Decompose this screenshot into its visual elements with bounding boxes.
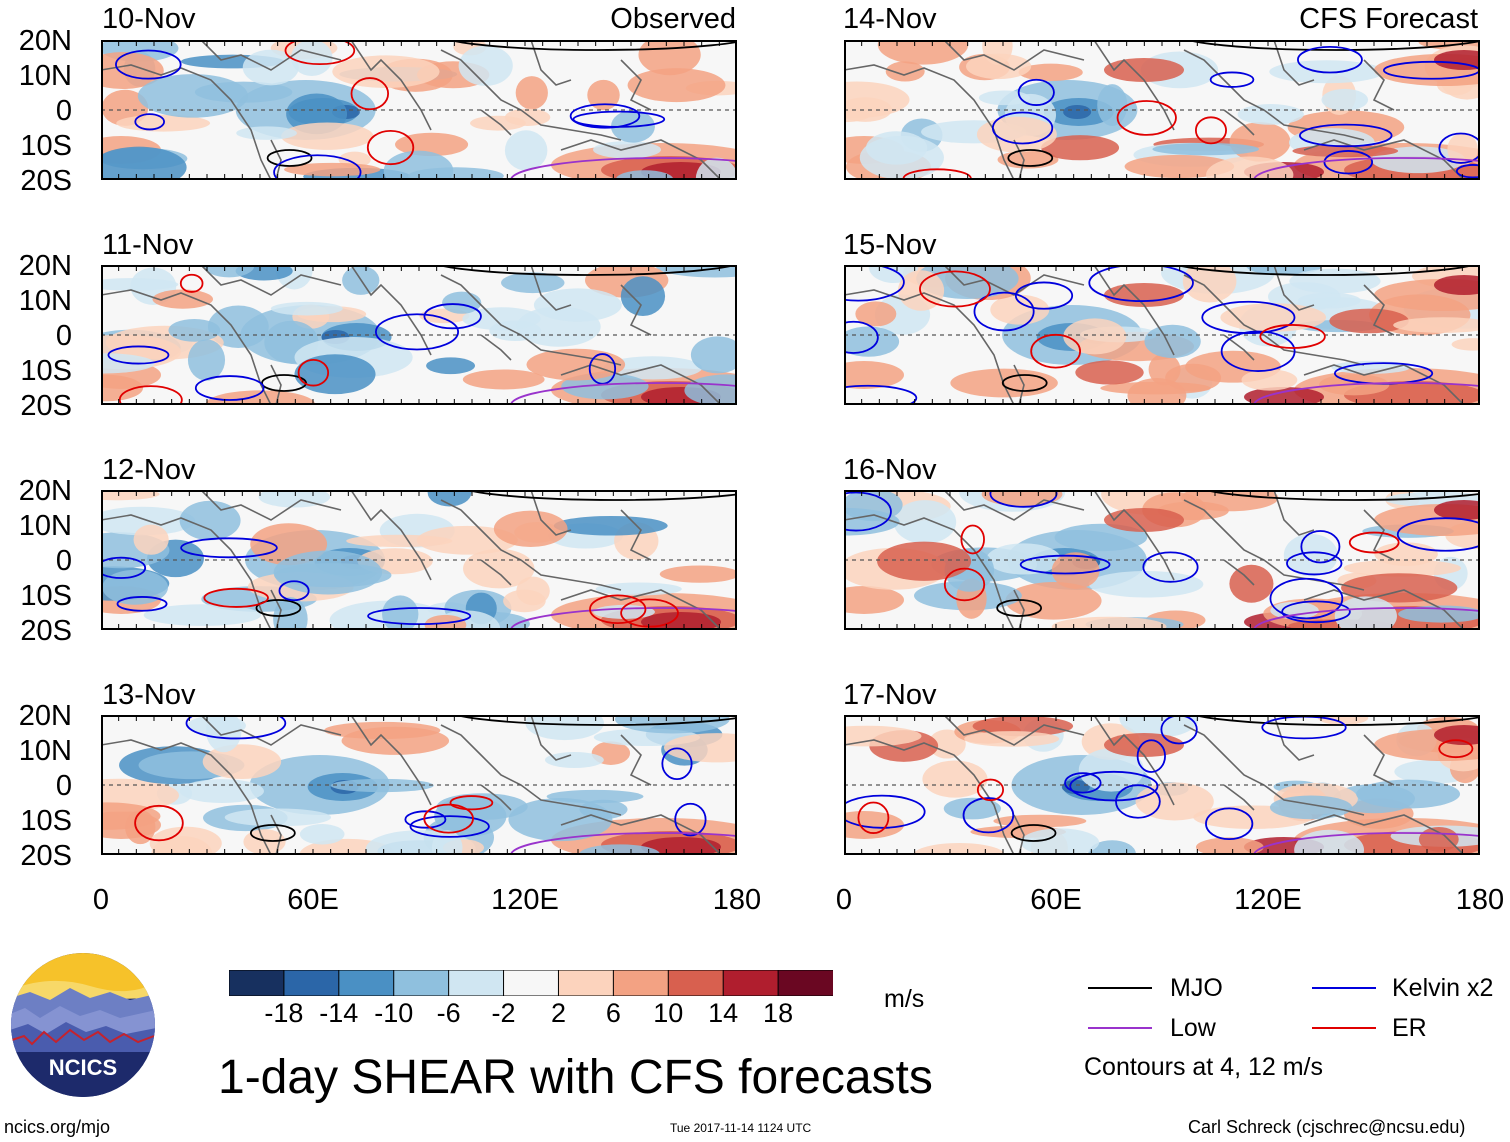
colorbar-swatch <box>557 969 615 997</box>
lat-label: 20S <box>20 165 72 197</box>
panel-date-label: 13-Nov <box>102 679 196 711</box>
colorbar-swatch <box>283 969 340 997</box>
lat-label: 10N <box>18 735 72 767</box>
colorbar-tick-label: -10 <box>374 998 414 1028</box>
legend-label-kelvin: Kelvin x2 <box>1392 974 1494 1002</box>
lat-label: 20N <box>18 25 72 57</box>
units-label: m/s <box>884 985 925 1013</box>
lat-label: 10N <box>18 60 72 92</box>
colorbar-swatch <box>722 969 780 997</box>
observed-label: Observed <box>610 3 736 35</box>
panel-date-label: 15-Nov <box>843 229 937 261</box>
colorbar-tick-label: 2 <box>550 998 566 1028</box>
footer-author: Carl Schreck (cjschrec@ncsu.edu) <box>1188 1117 1466 1137</box>
colorbar-swatch <box>393 969 450 997</box>
map-panel-14-nov <box>844 40 1480 180</box>
colorbar-tick-label: -18 <box>264 998 304 1028</box>
lon-label-right: 0 <box>835 884 853 916</box>
panel-date-label: 12-Nov <box>102 454 196 486</box>
legend-label-mjo: MJO <box>1170 974 1223 1002</box>
lat-label: 10S <box>20 130 72 162</box>
colorbar-swatch <box>612 969 670 997</box>
colorbar-swatch <box>448 969 505 997</box>
footer-timestamp: Tue 2017-11-14 1124 UTC <box>670 1121 812 1135</box>
lat-label: 20S <box>20 840 72 872</box>
colorbar-swatch <box>667 969 725 997</box>
footer-url: ncics.org/mjo <box>4 1117 111 1137</box>
colorbar-swatch <box>777 969 834 997</box>
panel-date-label: 17-Nov <box>843 679 937 711</box>
map-panel-10-nov <box>101 40 737 180</box>
lat-label: 20N <box>18 700 72 732</box>
map-panel-15-nov <box>844 265 1480 405</box>
lat-label: 20N <box>18 475 72 507</box>
colorbar-tick-label: -14 <box>319 998 359 1028</box>
lon-label-right: 60E <box>1030 884 1082 916</box>
colorbar-swatch <box>228 969 285 997</box>
map-panel-17-nov <box>844 715 1480 855</box>
colorbar <box>228 969 834 997</box>
lon-label-left: 180 <box>712 884 762 916</box>
logo-text: NCICS <box>49 1055 117 1080</box>
lon-label-right: 180 <box>1455 884 1505 916</box>
lat-label: 10N <box>18 285 72 317</box>
lon-label-left: 0 <box>92 884 110 916</box>
map-panel-12-nov <box>101 490 737 630</box>
map-panel-11-nov <box>101 265 737 405</box>
legend-line-kelvin <box>1312 987 1376 989</box>
colorbar-swatch <box>503 969 560 997</box>
legend-line-mjo <box>1088 987 1152 989</box>
lat-label: 0 <box>55 770 72 802</box>
colorbar-tick-label: 14 <box>708 998 739 1028</box>
legend-label-er: ER <box>1392 1014 1427 1042</box>
lat-label: 0 <box>55 545 72 577</box>
colorbar-tick-label: 6 <box>605 998 621 1028</box>
panel-date-label: 14-Nov <box>843 3 937 35</box>
legend-line-er <box>1312 1027 1376 1029</box>
map-panel-13-nov <box>101 715 737 855</box>
panel-date-label: 10-Nov <box>102 3 196 35</box>
contour-note: Contours at 4, 12 m/s <box>1084 1053 1324 1081</box>
ncics-logo: NCICS <box>10 952 156 1098</box>
panel-date-label: 11-Nov <box>102 229 194 261</box>
colorbar-tick-label: -6 <box>436 998 461 1028</box>
lat-label: 10S <box>20 805 72 837</box>
lon-label-left: 60E <box>287 884 339 916</box>
lat-label: 20S <box>20 615 72 647</box>
lat-label: 20S <box>20 390 72 422</box>
colorbar-tick-label: 10 <box>653 998 684 1028</box>
legend-label-low: Low <box>1170 1014 1216 1042</box>
lat-label: 10S <box>20 355 72 387</box>
panel-date-label: 16-Nov <box>843 454 937 486</box>
legend-line-low <box>1088 1027 1152 1029</box>
lon-label-left: 120E <box>491 884 559 916</box>
colorbar-tick-label: -2 <box>491 998 516 1028</box>
lat-label: 0 <box>55 95 72 127</box>
lat-label: 0 <box>55 320 72 352</box>
lat-label: 20N <box>18 250 72 282</box>
lat-label: 10N <box>18 510 72 542</box>
lon-label-right: 120E <box>1234 884 1302 916</box>
forecast-label: CFS Forecast <box>1299 3 1478 35</box>
main-title: 1-day SHEAR with CFS forecasts <box>218 1051 933 1104</box>
colorbar-swatch <box>338 969 395 997</box>
lat-label: 10S <box>20 580 72 612</box>
map-panel-16-nov <box>844 490 1480 630</box>
colorbar-tick-label: 18 <box>763 998 794 1028</box>
